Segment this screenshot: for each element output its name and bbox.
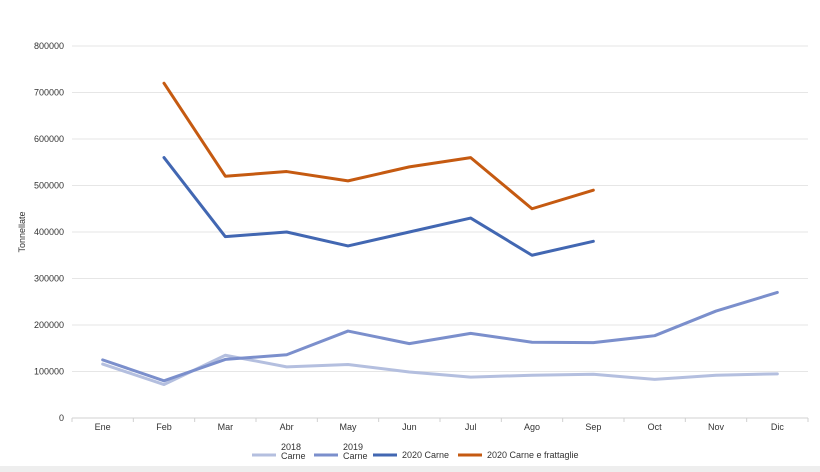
x-tick-label: Jun <box>402 422 417 432</box>
y-tick-label: 0 <box>59 413 64 423</box>
series-line-0 <box>101 353 779 387</box>
x-tick-label: Ene <box>95 422 111 432</box>
x-tick-label: Mar <box>218 422 234 432</box>
legend-label: 2020 Carne <box>402 450 449 460</box>
y-axis-label: Tonnellate <box>17 211 27 252</box>
y-axis-ticks: 0 100000 200000 300000 400000 500000 600000 700… <box>34 41 64 423</box>
y-tick-label: 300000 <box>34 274 64 284</box>
y-tick-label: 400000 <box>34 227 64 237</box>
x-tick-label: Abr <box>280 422 294 432</box>
x-tick-label: Nov <box>708 422 725 432</box>
x-tick-label: May <box>339 422 357 432</box>
legend-label: 2019 Carne <box>343 442 368 461</box>
y-tick-label: 100000 <box>34 367 64 377</box>
legend: 2018 Carne 2019 Carne 2020 Carne 2020 Carne e… <box>252 442 579 461</box>
legend-label: 2018 Carne <box>281 442 306 461</box>
series-lines <box>101 81 779 387</box>
y-tick-label: 700000 <box>34 88 64 98</box>
x-tick-label: Feb <box>156 422 172 432</box>
x-tick-label: Ago <box>524 422 540 432</box>
x-tick-label: Dic <box>771 422 784 432</box>
y-tick-label: 800000 <box>34 41 64 51</box>
x-tick-label: Sep <box>585 422 601 432</box>
x-axis-ticks: Ene Feb Mar Abr May Jun Jul Ago Sep Oct Nov Dic <box>71 418 809 432</box>
legend-label: 2020 Carne e frattaglie <box>487 450 579 460</box>
y-tick-label: 500000 <box>34 181 64 191</box>
legend-band <box>0 466 820 472</box>
series-line-3 <box>162 81 595 211</box>
x-tick-label: Jul <box>465 422 477 432</box>
x-tick-label: Oct <box>648 422 663 432</box>
series-line-2 <box>162 156 595 257</box>
series-line-1 <box>101 290 779 383</box>
y-tick-label: 200000 <box>34 320 64 330</box>
gridlines <box>72 45 808 419</box>
y-tick-label: 600000 <box>34 134 64 144</box>
